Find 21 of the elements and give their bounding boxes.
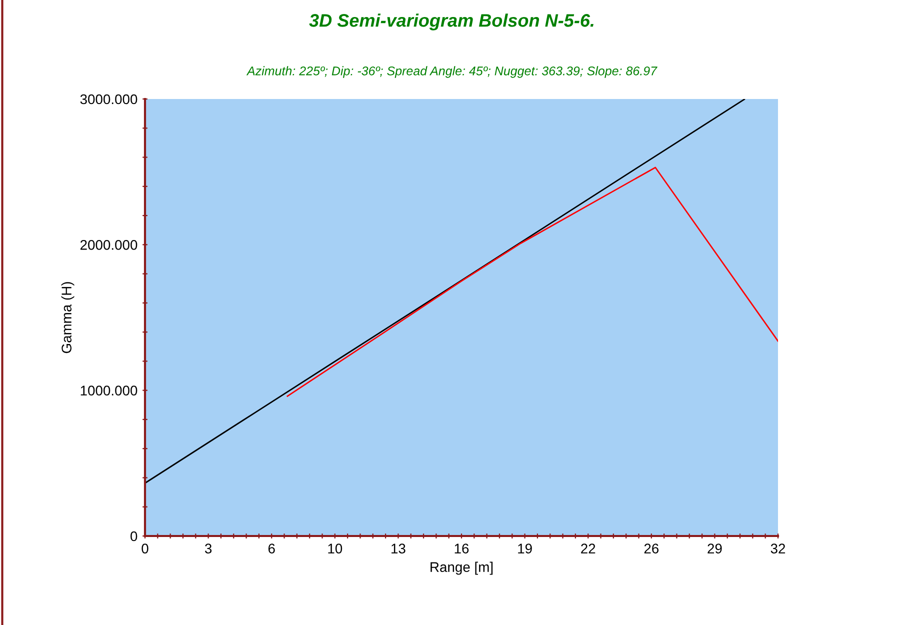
y-axis-title: Gamma (H) — [61, 282, 74, 354]
x-tick-label: 26 — [644, 544, 659, 554]
chart-title: 3D Semi-variogram Bolson N-5-6. — [309, 14, 594, 30]
x-tick-label: 0 — [142, 544, 148, 554]
line-series — [145, 99, 746, 484]
x-tick-label: 13 — [392, 544, 406, 554]
line-series — [286, 166, 778, 397]
y-tick-label: 3000.000 — [80, 94, 138, 104]
x-tick-label: 3 — [204, 544, 212, 554]
x-tick-label: 19 — [518, 544, 532, 554]
x-tick-label: 10 — [328, 544, 342, 554]
x-tick-label: 32 — [770, 544, 786, 554]
y-tick-label: 1000.000 — [80, 386, 138, 396]
chart-subtitle: Azimuth: 225º; Dip: -36º; Spread Angle: 45º; Nugget: 363.39; Slope: 86.97 — [246, 66, 658, 78]
x-tick-label: 16 — [454, 544, 469, 554]
x-tick-label: 29 — [708, 544, 722, 554]
y-tick-label: 0 — [130, 531, 138, 542]
x-tick-label: 22 — [581, 544, 596, 554]
x-axis-title: Range [m] — [430, 562, 493, 575]
x-tick-label: 6 — [268, 544, 275, 554]
y-tick-label: 2000.000 — [80, 240, 138, 250]
